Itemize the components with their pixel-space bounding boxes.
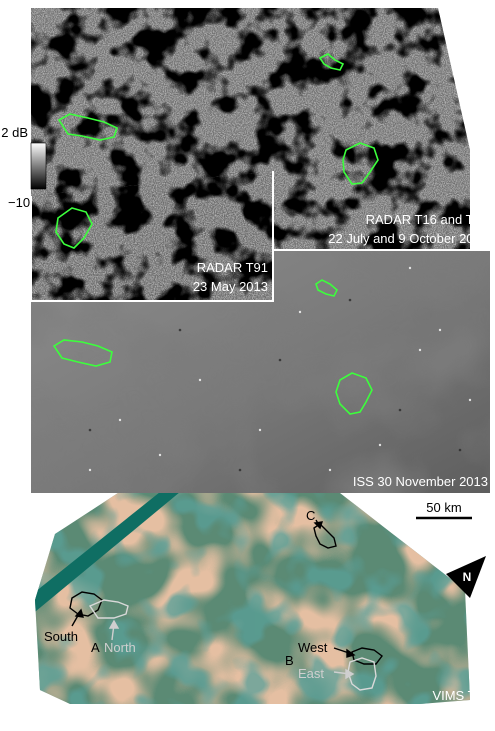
iss-lake-outlines [52, 279, 373, 415]
colorbar: 2 dB −10 dB [1, 125, 49, 210]
vims-arrows [71, 519, 356, 680]
scale-bar-label: 50 km [426, 500, 461, 515]
radar-inset-label-line1: RADAR T91 [197, 260, 268, 275]
vims-stripe [35, 493, 180, 616]
radar-t91-inset: RADAR T91 23 May 2013 [30, 171, 274, 302]
radar-t16-t19-panel [31, 8, 470, 250]
lake-outline-south [69, 591, 103, 617]
lake-outline [57, 113, 118, 141]
radar-inset-label-line2: 23 May 2013 [193, 279, 268, 294]
vims-label-line2: 1 December 2013 [387, 706, 490, 721]
lake-outline-north [88, 599, 129, 619]
vims-label-line1: VIMS T96 [432, 688, 490, 703]
lake-outline [342, 142, 379, 185]
label-b: B [285, 653, 294, 668]
label-south: South [44, 629, 78, 644]
radar-top-label-line2: 22 July and 9 October 2006 [328, 231, 488, 246]
label-east: East [298, 666, 324, 681]
colorbar-gradient [30, 142, 47, 190]
label-north: North [104, 640, 136, 655]
lake-outline-c [313, 523, 337, 549]
north-arrow-icon: N [446, 556, 486, 598]
lake-outline [335, 372, 373, 415]
label-west: West [298, 640, 328, 655]
vims-lake-outlines [69, 523, 383, 691]
label-c: C [306, 508, 315, 523]
radar-lake-outlines [57, 53, 379, 185]
colorbar-max-label: 2 dB [1, 125, 28, 140]
radar-top-label-line1: RADAR T16 and T19 [366, 212, 488, 227]
iss-label: ISS 30 November 2013 [353, 474, 488, 489]
lake-outline [55, 207, 93, 249]
vims-panel [35, 493, 470, 704]
north-arrow-label: N [463, 570, 472, 584]
label-a: A [91, 640, 100, 655]
lake-outline [315, 279, 338, 297]
lake-outline [52, 339, 113, 367]
scale-bar: 50 km [416, 500, 472, 520]
iss-dark-specks [88, 298, 462, 472]
lake-outline [318, 53, 345, 71]
